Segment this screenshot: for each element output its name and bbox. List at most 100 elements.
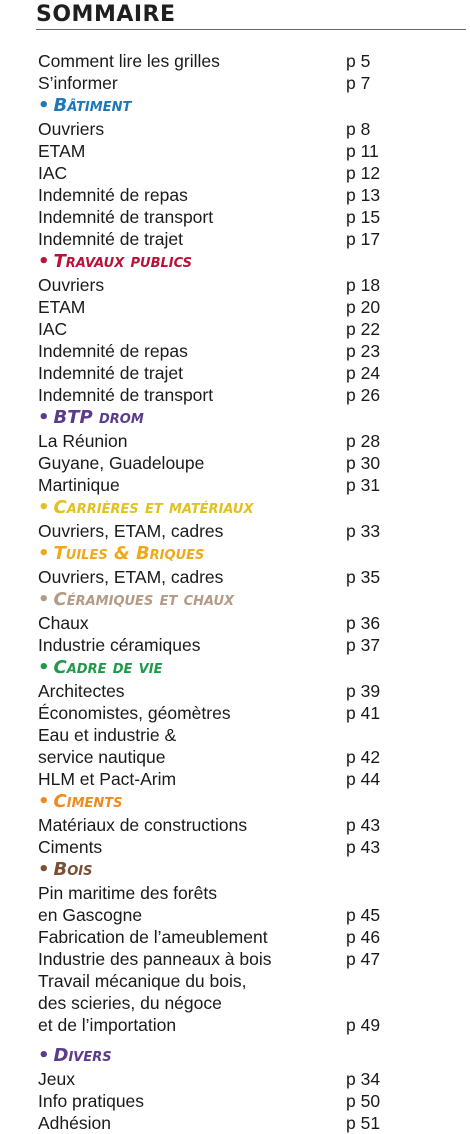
toc-entry: Travail mécanique du bois, (38, 970, 438, 992)
section-title: Céramiques et chaux (53, 589, 235, 610)
entry-label: ETAM (38, 297, 86, 317)
toc-entry: Ciments p 43 (38, 836, 438, 858)
bullet-dot-icon: • (38, 543, 50, 564)
section-title: Cadre de vie (53, 657, 163, 678)
toc-entry: Architectes p 39 (38, 680, 438, 702)
entry-page: p 46 (346, 927, 381, 947)
entry-label: Pin maritime des forêts (38, 883, 217, 903)
entry-label: Industrie des panneaux à bois (38, 949, 272, 969)
toc-entry: en Gascogne p 45 (38, 904, 438, 926)
entry-label: Indemnité de transport (38, 207, 214, 227)
entry-label: Architectes (38, 681, 125, 701)
section-title: Carrières et matériaux (53, 497, 254, 518)
entry-label: Économistes, géomètres (38, 703, 231, 723)
bullet-dot-icon: • (38, 1045, 50, 1066)
section-heading-cadre: • Cadre de vie (38, 656, 438, 680)
toc-entry: Économistes, géomètres p 41 (38, 702, 438, 724)
section-heading-tuiles: • Tuiles & Briques (38, 542, 438, 566)
toc-entry: Info pratiques p 50 (38, 1090, 438, 1112)
entry-label: service nautique (38, 747, 166, 767)
entry-label: en Gascogne (38, 905, 143, 925)
toc-entry: IAC p 12 (38, 162, 438, 184)
section-title: Tuiles & Briques (53, 543, 205, 564)
entry-label: Indemnité de trajet (38, 363, 183, 383)
toc-entry: service nautique p 42 (38, 746, 438, 768)
entry-page: p 50 (346, 1091, 381, 1111)
section-title: Bâtiment (53, 95, 132, 116)
entry-label: Indemnité de repas (38, 185, 188, 205)
entry-page: p 36 (346, 613, 381, 633)
entry-page: p 12 (346, 163, 381, 183)
toc-entry: Pin maritime des forêts (38, 882, 438, 904)
entry-page: p 42 (346, 747, 381, 767)
entry-label: Ciments (38, 837, 103, 857)
entry-label: IAC (38, 163, 68, 183)
entry-label: Indemnité de repas (38, 341, 188, 361)
entry-page: p 43 (346, 837, 381, 857)
table-of-contents: Comment lire les grilles p 5 S’informer p 7… (38, 50, 438, 1134)
entry-page: p 33 (346, 521, 381, 541)
bullet-dot-icon: • (38, 95, 50, 116)
toc-entry: Indemnité de transport p 26 (38, 384, 438, 406)
toc-entry: Indemnité de trajet p 17 (38, 228, 438, 250)
title-rule (36, 29, 466, 30)
entry-label: des scieries, du négoce (38, 993, 222, 1013)
entry-label: ETAM (38, 141, 86, 161)
entry-page: p 34 (346, 1069, 381, 1089)
toc-entry: Jeux p 34 (38, 1068, 438, 1090)
entry-label: Fabrication de l’ameublement (38, 927, 268, 947)
entry-label: IAC (38, 319, 68, 339)
entry-label: Chaux (38, 613, 89, 633)
bullet-dot-icon: • (38, 407, 50, 428)
entry-page: p 49 (346, 1015, 381, 1035)
section-title: BTP drom (53, 407, 144, 428)
toc-entry: Adhésion p 51 (38, 1112, 438, 1134)
entry-label: Martinique (38, 475, 120, 495)
entry-page: p 8 (346, 119, 371, 139)
toc-entry: Comment lire les grilles p 5 (38, 50, 438, 72)
section-title: Bois (53, 859, 93, 880)
entry-label: Travail mécanique du bois, (38, 971, 247, 991)
section-heading-ceramiques: • Céramiques et chaux (38, 588, 438, 612)
section-heading-batiment: • Bâtiment (38, 94, 438, 118)
toc-entry: Industrie des panneaux à bois p 47 (38, 948, 438, 970)
section-title: Divers (53, 1045, 112, 1066)
bullet-dot-icon: • (38, 497, 50, 518)
toc-entry: HLM et Pact-Arim p 44 (38, 768, 438, 790)
entry-label: Eau et industrie & (38, 725, 177, 745)
entry-label: et de l’importation (38, 1015, 177, 1035)
toc-entry: Ouvriers p 8 (38, 118, 438, 140)
entry-label: Ouvriers (38, 119, 105, 139)
entry-page: p 45 (346, 905, 381, 925)
bullet-dot-icon: • (38, 589, 50, 610)
entry-page: p 22 (346, 319, 381, 339)
entry-label: Industrie céramiques (38, 635, 201, 655)
toc-entry: et de l’importation p 49 (38, 1014, 438, 1036)
entry-page: p 30 (346, 453, 381, 473)
entry-page: p 47 (346, 949, 381, 969)
section-heading-ciments: • Ciments (38, 790, 438, 814)
entry-page: p 43 (346, 815, 381, 835)
entry-label: Info pratiques (38, 1091, 145, 1111)
entry-page: p 7 (346, 73, 371, 93)
toc-entry: Chaux p 36 (38, 612, 438, 634)
entry-label: Indemnité de trajet (38, 229, 183, 249)
entry-label: Ouvriers (38, 275, 105, 295)
toc-entry: ETAM p 11 (38, 140, 438, 162)
entry-label: La Réunion (38, 431, 128, 451)
toc-entry: S’informer p 7 (38, 72, 438, 94)
entry-label: Comment lire les grilles (38, 51, 220, 71)
section-title: Ciments (53, 791, 123, 812)
toc-entry: Matériaux de constructions p 43 (38, 814, 438, 836)
section-heading-divers: • Divers (38, 1044, 438, 1068)
entry-label: Adhésion (38, 1113, 111, 1133)
section-heading-bois: • Bois (38, 858, 438, 882)
entry-label: Guyane, Guadeloupe (38, 453, 205, 473)
entry-page: p 15 (346, 207, 381, 227)
entry-page: p 13 (346, 185, 381, 205)
bullet-dot-icon: • (38, 657, 50, 678)
entry-page: p 28 (346, 431, 381, 451)
entry-page: p 41 (346, 703, 381, 723)
entry-page: p 39 (346, 681, 381, 701)
toc-entry: Martinique p 31 (38, 474, 438, 496)
